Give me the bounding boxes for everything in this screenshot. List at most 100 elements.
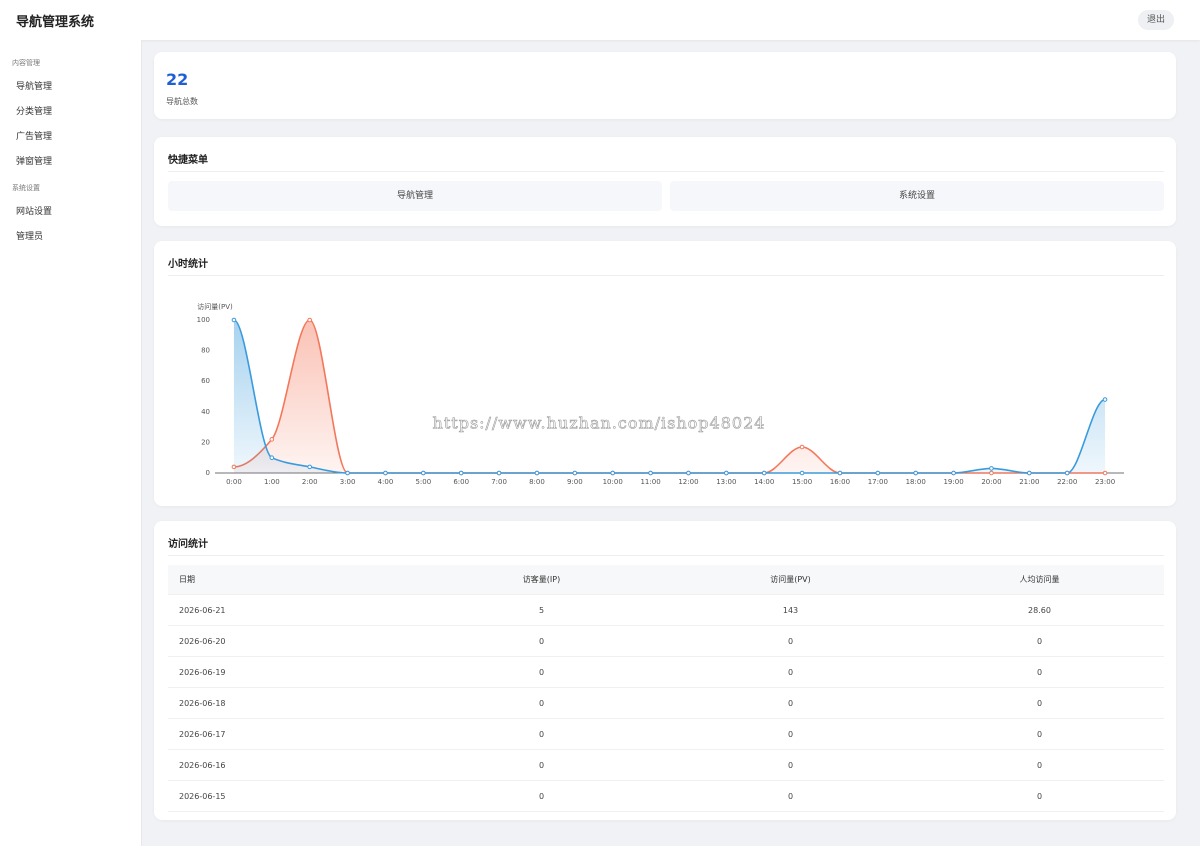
- table-header: 日期 访客量(IP) 访问量(PV) 人均访问量: [168, 565, 1164, 595]
- table-cell: 5: [417, 594, 666, 626]
- column-header: 访问量(PV): [666, 565, 915, 595]
- x-tick-label: 16:00: [830, 478, 850, 486]
- point: [421, 470, 426, 476]
- x-tick-label: 15:00: [792, 478, 812, 486]
- point: [231, 317, 237, 323]
- table-cell: 2026-06-18: [168, 687, 417, 719]
- line: [233, 319, 1106, 474]
- point: [913, 470, 918, 476]
- divider: [168, 171, 1164, 172]
- sidebar-item[interactable]: 分类管理: [16, 107, 53, 117]
- table-row: 2026-06-20 0 0 0: [168, 625, 1164, 657]
- point: [269, 455, 275, 460]
- x-tick-label: 5:00: [415, 478, 431, 486]
- sidebar-item[interactable]: 导航管理: [16, 82, 53, 92]
- table-row: 2026-06-19 0 0 0: [168, 656, 1164, 688]
- table-row: 2026-06-16 0 0 0: [168, 749, 1164, 781]
- point: [269, 437, 275, 442]
- point: [307, 317, 312, 323]
- table-cell: 143: [666, 594, 915, 626]
- watermark: https://www.huzhan.com/ishop48024: [433, 414, 766, 433]
- table-cell: 2026-06-16: [168, 749, 417, 781]
- table-cell: 0: [666, 656, 915, 688]
- x-tick-label: 4:00: [378, 478, 394, 486]
- x-tick-label: 20:00: [981, 478, 1001, 486]
- point: [345, 470, 350, 476]
- divider: [168, 555, 1164, 556]
- point: [1064, 470, 1070, 476]
- stat-value: 22: [166, 70, 189, 89]
- x-tick-label: 1:00: [264, 478, 280, 486]
- y-axis-label: 访问量(PV): [197, 302, 233, 311]
- quick-menu-card: 快捷菜单 导航管理 系统设置: [154, 137, 1176, 226]
- point: [383, 470, 388, 476]
- area: [233, 320, 1106, 473]
- point: [686, 470, 691, 476]
- column-header: 人均访问量: [915, 565, 1164, 595]
- y-tick-label: 80: [201, 347, 210, 355]
- x-tick-label: 17:00: [868, 478, 888, 486]
- table-cell: 2026-06-15: [168, 780, 417, 812]
- table-cell: 0: [666, 718, 915, 750]
- point: [837, 470, 843, 476]
- x-tick-label: 11:00: [640, 478, 660, 486]
- sidebar-group: 内容管理: [12, 59, 40, 67]
- table-cell: 0: [417, 749, 666, 781]
- table-cell: 0: [666, 780, 915, 812]
- table-cell: 0: [417, 718, 666, 750]
- table-cell: 0: [915, 718, 1164, 750]
- y-tick-label: 60: [201, 377, 210, 385]
- chart: 访问量(PV) 0 20 40 60 80 100 0:00 1:00 2:00 3:00 4:00 5…: [197, 302, 1124, 486]
- x-tick-label: 21:00: [1019, 478, 1039, 486]
- quick-button[interactable]: 系统设置: [670, 181, 1164, 211]
- card-title: 访问统计: [168, 539, 208, 550]
- x-tick-label: 19:00: [943, 478, 963, 486]
- table-cell: 0: [417, 780, 666, 812]
- divider: [168, 275, 1164, 276]
- x-tick-label: 7:00: [491, 478, 507, 486]
- stats-card: 22 导航总数: [154, 52, 1176, 119]
- table-cell: 2026-06-19: [168, 656, 417, 688]
- x-tick-label: 23:00: [1095, 478, 1115, 486]
- table-cell: 2026-06-17: [168, 718, 417, 750]
- table-row: 2026-06-18 0 0 0: [168, 687, 1164, 719]
- table-cell: 0: [417, 687, 666, 719]
- x-tick-label: 18:00: [906, 478, 926, 486]
- point: [799, 470, 805, 476]
- point: [534, 470, 540, 476]
- table-cell: 0: [915, 656, 1164, 688]
- table-cell: 0: [915, 780, 1164, 812]
- sidebar-item[interactable]: 广告管理: [16, 132, 53, 142]
- table-cell: 0: [666, 625, 915, 657]
- x-tick-label: 0:00: [226, 478, 242, 486]
- column-header: 访客量(IP): [417, 565, 666, 595]
- y-tick-label: 0: [206, 469, 210, 477]
- x-tick-label: 3:00: [340, 478, 356, 486]
- point: [610, 470, 615, 476]
- x-tick-label: 8:00: [529, 478, 545, 486]
- x-tick-label: 6:00: [453, 478, 469, 486]
- table-row: 2026-06-15 0 0 0: [168, 780, 1164, 812]
- column-header: 日期: [168, 565, 417, 595]
- point: [875, 470, 881, 476]
- x-tick-label: 9:00: [567, 478, 583, 486]
- table-cell: 0: [915, 625, 1164, 657]
- sidebar-item[interactable]: 弹窗管理: [16, 157, 53, 167]
- point: [458, 470, 464, 476]
- table-row: 2026-06-17 0 0 0: [168, 718, 1164, 750]
- point: [989, 466, 994, 471]
- sidebar-group: 系统设置: [12, 184, 40, 192]
- line: [233, 319, 1106, 474]
- quick-button[interactable]: 导航管理: [168, 181, 662, 211]
- logout-button[interactable]: 退出: [1138, 10, 1174, 30]
- table-cell: 0: [417, 656, 666, 688]
- table-cell: 0: [417, 625, 666, 657]
- x-tick-label: 13:00: [716, 478, 736, 486]
- x-tick-label: 22:00: [1057, 478, 1077, 486]
- table-cell: 2026-06-20: [168, 625, 417, 657]
- sidebar-item[interactable]: 管理员: [16, 232, 44, 242]
- area: [233, 320, 1106, 473]
- y-tick-label: 40: [201, 408, 210, 416]
- sidebar-item[interactable]: 网站设置: [16, 207, 53, 217]
